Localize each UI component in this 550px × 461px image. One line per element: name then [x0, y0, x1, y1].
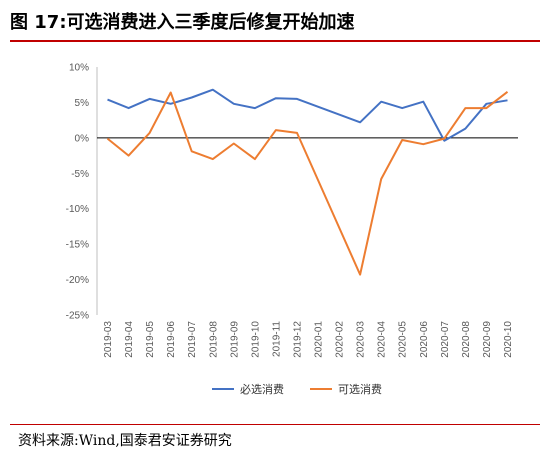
x-tick-label: 2019-09	[229, 321, 240, 358]
legend-label: 必选消费	[240, 382, 284, 396]
series-line-2	[106, 91, 509, 276]
x-tick-label: 2020-02	[335, 321, 346, 358]
y-tick-label: -20%	[66, 275, 89, 286]
x-tick-label: 2019-03	[103, 321, 114, 358]
y-tick-label: 0%	[75, 133, 90, 144]
x-tick-label: 2019-05	[145, 321, 156, 358]
x-tick-label: 2019-04	[124, 321, 135, 358]
legend-label: 可选消费	[338, 382, 382, 396]
y-tick-label: -15%	[66, 240, 89, 251]
x-tick-label: 2019-07	[187, 321, 198, 358]
y-axis-labels: 10% 5% 0% -5% -10% -15% -20% -25%	[66, 63, 89, 322]
title-bar: 图 17:可选消费进入三季度后修复开始加速	[0, 0, 550, 44]
x-axis-labels: 2019-03 2019-04 2019-05 2019-06 2019-07 2019-…	[103, 321, 514, 358]
y-tick-label: 5%	[75, 98, 90, 109]
x-tick-label: 2019-10	[250, 321, 261, 358]
x-tick-label: 2020-01	[314, 321, 325, 358]
bottom-rule	[10, 424, 540, 425]
y-tick-label: -25%	[66, 311, 89, 322]
x-tick-label: 2020-03	[356, 321, 367, 358]
x-tick-label: 2019-11	[271, 321, 282, 357]
x-tick-label: 2019-06	[166, 321, 177, 358]
series-lines	[106, 88, 509, 276]
x-tick-label: 2020-06	[419, 321, 430, 358]
x-tick-label: 2020-10	[503, 321, 514, 358]
y-tick-label: 10%	[69, 63, 89, 74]
legend: 必选消费 可选消费	[212, 382, 382, 396]
y-tick-label: -5%	[71, 169, 89, 180]
x-tick-label: 2019-08	[208, 321, 219, 358]
x-tick-label: 2020-09	[482, 321, 493, 358]
y-tick-label: -10%	[66, 204, 89, 215]
x-tick-label: 2020-07	[440, 321, 451, 358]
x-tick-label: 2020-04	[377, 321, 388, 358]
x-tick-label: 2019-12	[292, 321, 303, 358]
source-note: 资料来源:Wind,国泰君安证券研究	[18, 433, 232, 449]
x-tick-label: 2020-08	[461, 321, 472, 358]
x-tick-label: 2020-05	[398, 321, 409, 358]
figure-title: 图 17:可选消费进入三季度后修复开始加速	[10, 12, 355, 33]
line-chart: 10%5%0%-5%-10%-15%-20%-25% 2019-03 2019-0…	[66, 63, 518, 396]
title-rule	[10, 40, 540, 42]
series-line-1	[107, 88, 508, 142]
